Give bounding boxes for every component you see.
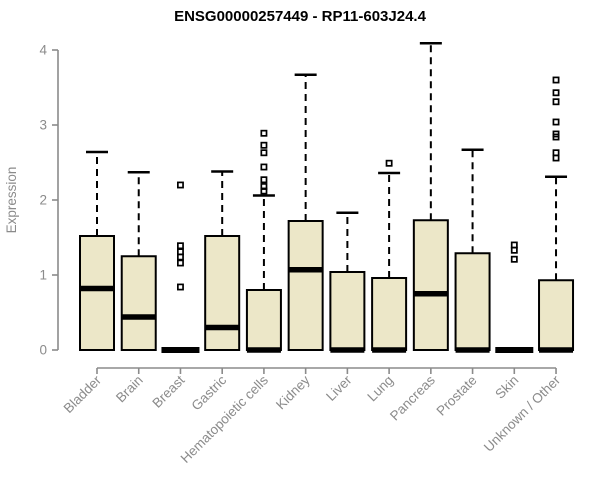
outlier-point-skin xyxy=(510,241,518,249)
outlier-point-unknown-other xyxy=(552,118,560,126)
median-line-bladder xyxy=(80,285,114,292)
iqr-box-liver xyxy=(329,271,366,351)
y-tick-label: 2 xyxy=(39,193,47,208)
x-category-label-bladder: Bladder xyxy=(61,372,105,416)
outlier-point-breast xyxy=(177,259,184,267)
outlier-point-breast xyxy=(177,181,184,189)
x-category-label-liver: Liver xyxy=(323,372,355,404)
outlier-point-lung xyxy=(385,159,393,167)
box-group-breast xyxy=(161,181,200,353)
median-line-liver xyxy=(330,347,365,353)
outlier-point-breast xyxy=(177,283,184,291)
x-category-label-lung: Lung xyxy=(364,373,396,405)
outlier-point-unknown-other xyxy=(552,149,560,157)
x-category-label-unknown-other: Unknown / Other xyxy=(481,372,564,455)
outlier-point-unknown-other xyxy=(552,98,560,106)
y-tick-label: 4 xyxy=(39,43,47,58)
box-group-pancreas xyxy=(412,42,449,351)
iqr-box-hematopoietic-cells xyxy=(245,289,282,351)
outlier-point-hematopoietic-cells xyxy=(260,129,268,137)
chart-title: ENSG00000257449 - RP11-603J24.4 xyxy=(174,8,427,25)
outlier-point-hematopoietic-cells xyxy=(260,149,268,157)
outlier-point-skin xyxy=(510,255,518,263)
iqr-box-gastric xyxy=(204,235,241,351)
outlier-point-hematopoietic-cells xyxy=(260,183,268,190)
median-line-lung xyxy=(372,347,407,353)
y-axis-title: Expression xyxy=(4,167,19,234)
box-group-gastric xyxy=(204,170,241,351)
box-group-bladder xyxy=(79,150,115,351)
median-line-prostate xyxy=(455,347,490,353)
y-tick-label: 1 xyxy=(39,268,47,283)
outlier-point-unknown-other xyxy=(552,76,560,84)
iqr-box-pancreas xyxy=(412,219,449,351)
box-group-skin xyxy=(495,241,534,353)
collapsed-box-breast xyxy=(161,347,200,353)
x-category-label-skin: Skin xyxy=(492,373,521,402)
iqr-box-bladder xyxy=(79,235,115,351)
y-tick-label: 3 xyxy=(39,118,47,133)
median-line-gastric xyxy=(205,324,240,331)
median-line-kidney xyxy=(288,267,323,273)
boxes-layer xyxy=(79,42,575,353)
outlier-point-hematopoietic-cells xyxy=(260,141,268,149)
y-tick-label: 0 xyxy=(39,343,47,358)
box-group-kidney xyxy=(287,73,324,351)
x-category-label-kidney: Kidney xyxy=(273,372,313,412)
x-category-label-pancreas: Pancreas xyxy=(387,372,438,423)
box-group-unknown-other xyxy=(538,76,575,353)
iqr-box-brain xyxy=(120,255,157,351)
iqr-box-kidney xyxy=(287,220,324,351)
outlier-point-breast xyxy=(177,242,184,250)
box-group-prostate xyxy=(454,148,491,353)
box-group-hematopoietic-cells xyxy=(245,129,282,353)
median-line-hematopoietic-cells xyxy=(246,347,281,353)
median-line-unknown-other xyxy=(539,347,574,353)
outlier-point-unknown-other xyxy=(552,130,560,138)
median-line-brain xyxy=(121,314,156,320)
x-category-label-gastric: Gastric xyxy=(188,372,229,413)
outlier-point-breast xyxy=(177,248,184,256)
collapsed-box-skin xyxy=(495,347,534,353)
outlier-point-unknown-other xyxy=(552,89,560,97)
box-group-brain xyxy=(120,171,157,351)
x-category-label-prostate: Prostate xyxy=(434,373,480,419)
box-group-liver xyxy=(329,211,366,353)
box-group-lung xyxy=(371,159,408,353)
iqr-box-lung xyxy=(371,277,408,351)
x-category-label-breast: Breast xyxy=(149,372,187,410)
x-category-label-brain: Brain xyxy=(113,373,146,406)
iqr-box-prostate xyxy=(454,252,491,351)
median-line-pancreas xyxy=(413,291,448,297)
iqr-box-unknown-other xyxy=(538,279,575,351)
outlier-point-hematopoietic-cells xyxy=(260,163,268,171)
outlier-point-hematopoietic-cells xyxy=(260,176,268,184)
